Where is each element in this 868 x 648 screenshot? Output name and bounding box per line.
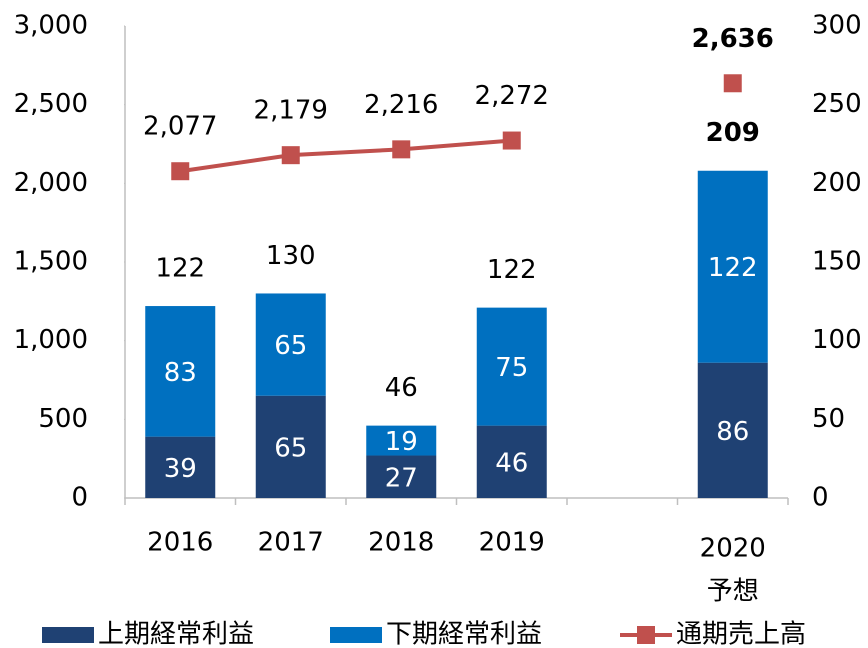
y-tick-label: 0	[71, 483, 88, 513]
x-tick-label: 2018	[368, 528, 434, 558]
y-tick-label: 2,500	[14, 89, 88, 119]
line-label: 2,636	[692, 24, 774, 54]
bar-segment	[255, 293, 326, 396]
line-marker	[171, 162, 190, 181]
total-label: 209	[706, 118, 760, 148]
segment-label: 46	[495, 448, 528, 478]
segment-label: 86	[716, 417, 749, 447]
segment-label: 39	[164, 454, 197, 484]
y2-tick-label: 0	[812, 483, 829, 513]
bar-segment	[366, 425, 437, 456]
y-tick-label: 1,500	[14, 247, 88, 277]
bar-segment	[145, 306, 216, 437]
segment-label: 19	[385, 427, 418, 457]
line-marker	[281, 146, 300, 165]
x-tick-label: 2017	[258, 528, 324, 558]
y2-tick-label: 250	[812, 89, 862, 119]
legend-swatch	[637, 626, 655, 644]
y-tick-label: 3,000	[14, 11, 88, 41]
y2-tick-label: 300	[812, 11, 862, 41]
line-marker	[392, 140, 411, 159]
segment-label: 27	[385, 463, 418, 493]
total-label: 46	[385, 373, 418, 403]
total-label: 130	[266, 241, 316, 271]
line-label: 2,216	[364, 90, 438, 120]
line-label: 2,272	[475, 81, 549, 111]
line-marker	[502, 131, 521, 150]
y-tick-label: 2,000	[14, 168, 88, 198]
bar-segment	[255, 395, 326, 498]
x-tick-label: 2019	[479, 528, 545, 558]
segment-label: 65	[274, 433, 307, 463]
legend-label: 下期経常利益	[386, 620, 542, 648]
legend-swatch	[42, 627, 94, 643]
line-marker	[723, 74, 742, 93]
y-tick-label: 500	[38, 404, 88, 434]
legend-label: 上期経常利益	[98, 620, 254, 648]
total-label: 122	[155, 254, 205, 284]
line-label: 2,179	[254, 96, 328, 126]
bar-segment	[476, 425, 547, 498]
bar-segment	[697, 362, 768, 498]
y2-tick-label: 200	[812, 168, 862, 198]
legend-label: 通期売上高	[676, 620, 806, 648]
total-label: 122	[487, 255, 537, 285]
x-tick-label: 2016	[147, 528, 213, 558]
bar-segment	[145, 436, 216, 498]
legend-swatch	[330, 627, 382, 643]
bar-segment	[366, 455, 437, 498]
y2-tick-label: 150	[812, 247, 862, 277]
y2-tick-label: 100	[812, 325, 862, 355]
x-tick-note: 予想	[707, 577, 759, 607]
bar-segment	[697, 170, 768, 363]
segment-label: 83	[164, 358, 197, 388]
segment-label: 65	[274, 331, 307, 361]
segment-label: 75	[495, 353, 528, 383]
line-label: 2,077	[143, 112, 217, 142]
y2-tick-label: 50	[812, 404, 845, 434]
bar-segment	[476, 307, 547, 426]
y-tick-label: 1,000	[14, 325, 88, 355]
segment-label: 122	[708, 253, 758, 283]
x-tick-label: 2020	[700, 534, 766, 564]
